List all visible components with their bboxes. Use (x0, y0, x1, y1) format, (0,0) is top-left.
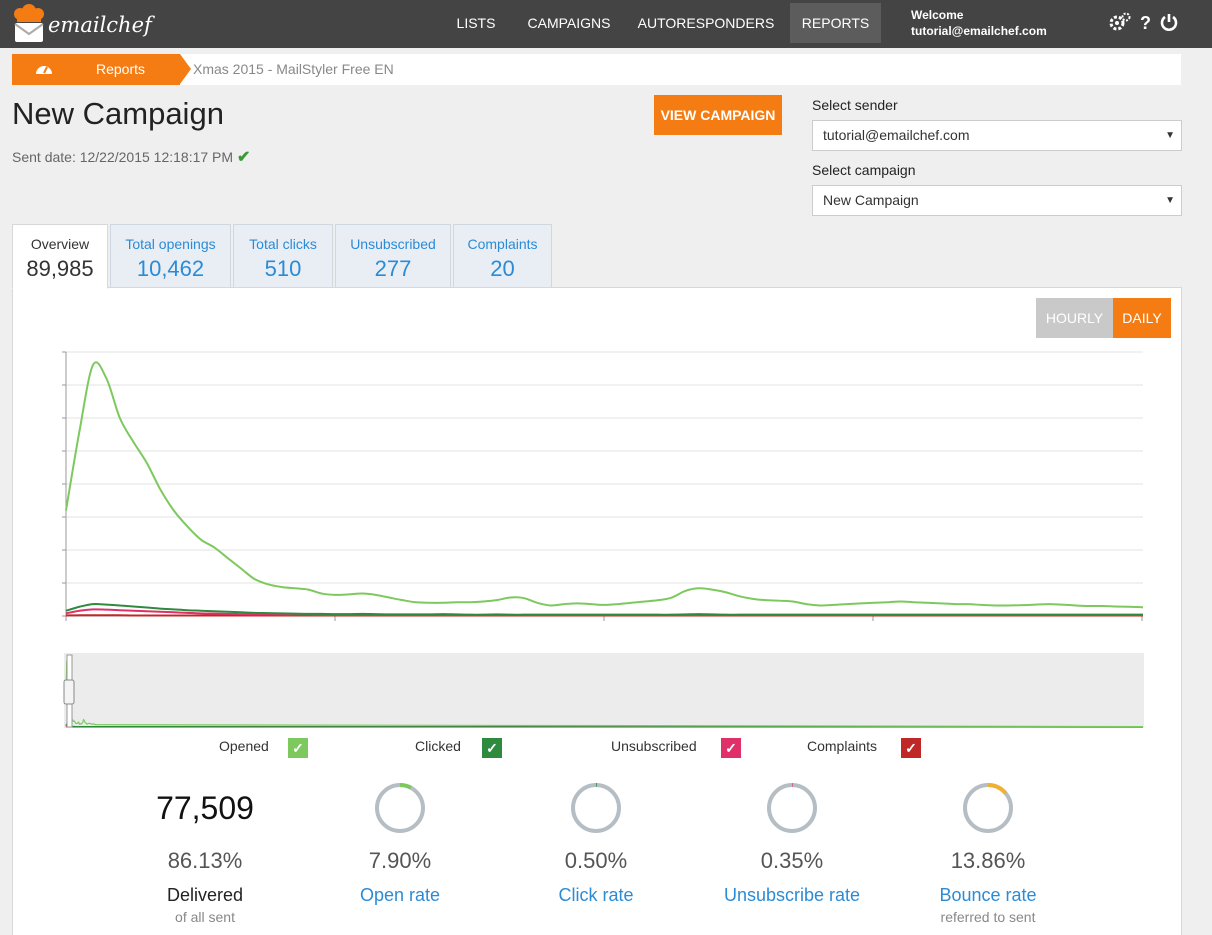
tab-value: 10,462 (136, 256, 205, 281)
chef-hat-icon (14, 4, 44, 42)
caret-down-icon: ▼ (1165, 130, 1175, 141)
legend-checkbox-complaints[interactable]: ✓ (901, 738, 921, 758)
tab-overview[interactable]: Overview 89,985 (12, 224, 108, 289)
legend-label-opened: Opened (219, 738, 269, 754)
nav-autoresponders[interactable]: AUTORESPONDERS (637, 15, 775, 31)
tab-label: Unsubscribed (350, 236, 436, 252)
top-bar: emailchef LISTS CAMPAIGNS AUTORESPONDERS… (0, 0, 1212, 48)
welcome-block: Welcome tutorial@emailchef.com (911, 7, 1047, 39)
tab-label: Overview (30, 236, 90, 252)
legend-checkbox-opened[interactable]: ✓ (288, 738, 308, 758)
bounce-rate-sub: referred to sent (940, 909, 1036, 925)
tab-label: Complaints (467, 236, 538, 252)
legend-label-clicked: Clicked (415, 738, 461, 754)
sent-date: Sent date: 12/22/2015 12:18:17 PM ✔ (12, 147, 250, 167)
click-rate-link[interactable]: Click rate (558, 885, 634, 905)
settings-icon[interactable] (1109, 12, 1131, 37)
caret-down-icon: ▼ (1165, 195, 1175, 206)
overview-panel (12, 287, 1182, 935)
bounce-rate-link[interactable]: Bounce rate (939, 885, 1037, 905)
bounce-rate-value: 13.86% (950, 848, 1026, 873)
open-rate-link[interactable]: Open rate (359, 885, 441, 905)
click-rate-value: 0.50% (564, 848, 628, 873)
tab-total-clicks[interactable]: Total clicks 510 (233, 224, 333, 288)
open-rate-value: 7.90% (368, 848, 432, 873)
tab-value: 89,985 (26, 256, 94, 281)
delivered-percent: 86.13% (167, 848, 243, 873)
welcome-label: Welcome (911, 8, 964, 22)
tab-label: Total openings (125, 236, 216, 252)
brand-name: emailchef (48, 13, 152, 37)
sent-date-text: Sent date: 12/22/2015 12:18:17 PM (12, 149, 234, 165)
check-icon: ✔ (236, 149, 251, 166)
delivered-count: 77,509 (156, 790, 254, 826)
tab-complaints[interactable]: Complaints 20 (453, 224, 552, 288)
breadcrumb: Reports Xmas 2015 - MailStyler Free EN (12, 54, 1181, 85)
page-title: New Campaign (12, 96, 224, 131)
unsubscribe-rate-link[interactable]: Unsubscribe rate (723, 885, 861, 905)
view-campaign-button[interactable]: VIEW CAMPAIGN (654, 95, 782, 135)
delivered-label: Delivered (166, 885, 244, 905)
campaign-select[interactable]: New Campaign ▼ (812, 185, 1182, 216)
sender-select[interactable]: tutorial@emailchef.com ▼ (812, 120, 1182, 151)
power-icon[interactable] (1160, 12, 1178, 37)
breadcrumb-reports[interactable]: Reports (74, 54, 180, 85)
tab-value: 277 (374, 256, 412, 281)
user-email: tutorial@emailchef.com (911, 24, 1047, 38)
legend-label-complaints: Complaints (807, 738, 878, 754)
logo[interactable]: emailchef (12, 4, 152, 44)
tab-value: 20 (490, 256, 515, 281)
tab-value: 510 (264, 256, 302, 281)
nav-campaigns[interactable]: CAMPAIGNS (527, 15, 611, 31)
campaign-select-value: New Campaign (823, 192, 919, 208)
nav-reports[interactable]: REPORTS (790, 3, 881, 43)
sender-label: Select sender (812, 97, 898, 113)
hourly-toggle[interactable]: HOURLY (1036, 298, 1113, 338)
tab-label: Total clicks (249, 236, 317, 252)
sender-select-value: tutorial@emailchef.com (823, 127, 970, 143)
unsubscribe-rate-value: 0.35% (760, 848, 824, 873)
tab-unsubscribed[interactable]: Unsubscribed 277 (335, 224, 451, 288)
breadcrumb-current: Xmas 2015 - MailStyler Free EN (193, 61, 394, 77)
campaign-label: Select campaign (812, 162, 916, 178)
breadcrumb-home[interactable] (12, 54, 74, 85)
legend-label-unsubscribed: Unsubscribed (611, 738, 697, 754)
help-icon[interactable]: ? (1140, 13, 1151, 33)
legend-checkbox-clicked[interactable]: ✓ (482, 738, 502, 758)
delivered-sub: of all sent (175, 909, 235, 925)
tab-total-openings[interactable]: Total openings 10,462 (110, 224, 231, 288)
nav-lists[interactable]: LISTS (456, 15, 496, 31)
legend-checkbox-unsubscribed[interactable]: ✓ (721, 738, 741, 758)
dashboard-icon (36, 66, 52, 74)
breadcrumb-arrow (180, 54, 191, 84)
daily-toggle[interactable]: DAILY (1113, 298, 1171, 338)
